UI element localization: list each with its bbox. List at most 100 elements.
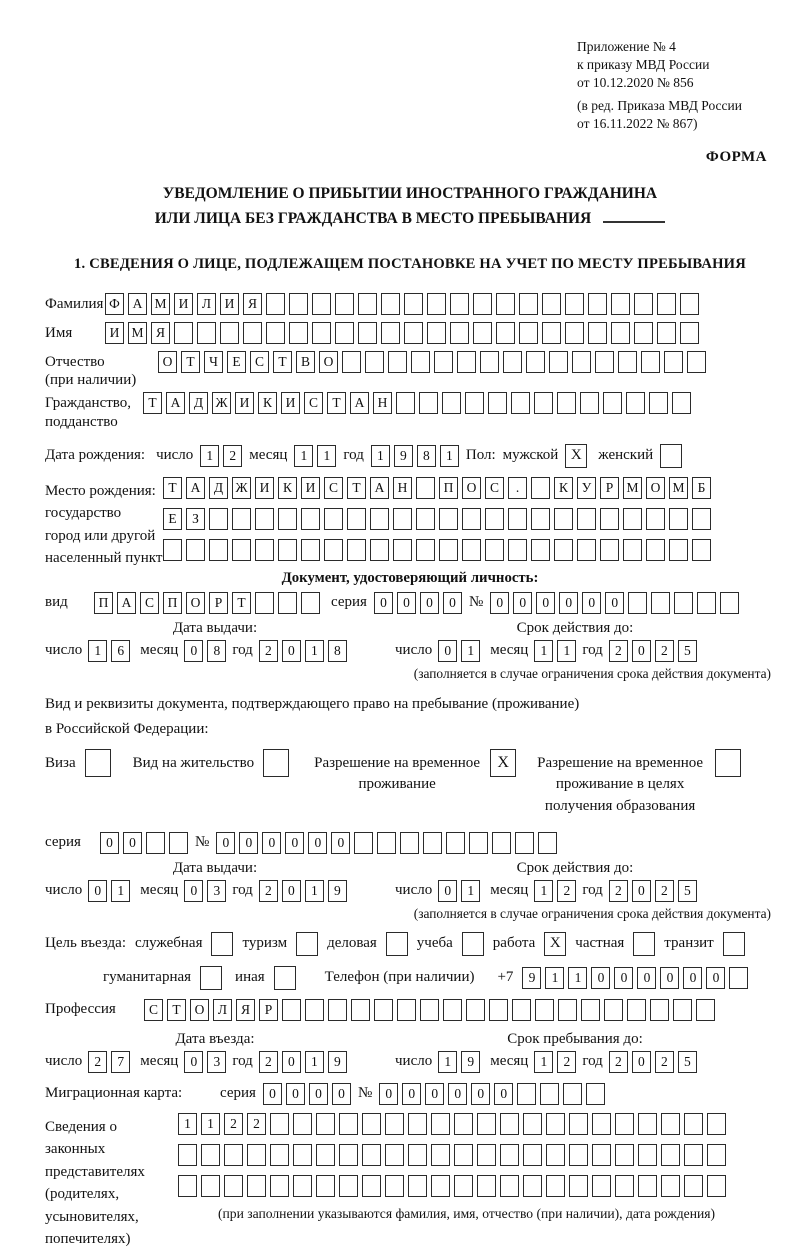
char-box[interactable]: 1 (304, 879, 324, 902)
purpose-humanitarian-checkbox[interactable] (200, 965, 223, 990)
char-box[interactable] (477, 1174, 496, 1197)
char-box[interactable] (342, 350, 361, 373)
char-box[interactable] (454, 1112, 473, 1135)
char-box[interactable]: Ф (105, 292, 124, 315)
char-box[interactable]: 0 (285, 831, 305, 854)
char-box[interactable]: Л (213, 998, 232, 1021)
char-box[interactable]: 2 (247, 1112, 266, 1135)
char-box[interactable] (523, 1174, 542, 1197)
char-box[interactable] (729, 966, 749, 989)
char-box[interactable] (255, 507, 274, 530)
option-residence-permit-checkbox[interactable] (263, 748, 290, 777)
char-box[interactable] (431, 1112, 450, 1135)
char-box[interactable] (174, 321, 193, 344)
char-box[interactable]: К (554, 476, 573, 499)
char-box[interactable]: Ж (232, 476, 251, 499)
char-box[interactable] (220, 321, 239, 344)
char-box[interactable] (146, 831, 165, 854)
char-box[interactable]: Р (600, 476, 619, 499)
char-box[interactable] (512, 998, 531, 1021)
char-box[interactable] (673, 998, 692, 1021)
char-box[interactable]: И (235, 392, 254, 415)
char-box[interactable] (618, 350, 637, 373)
char-box[interactable] (696, 998, 715, 1021)
char-box[interactable] (595, 350, 614, 373)
char-box[interactable] (623, 538, 642, 561)
char-box[interactable]: 1 (304, 639, 324, 662)
char-box[interactable] (664, 350, 683, 373)
char-box[interactable]: 0 (281, 639, 301, 662)
char-box[interactable]: 2 (654, 879, 674, 902)
char-box[interactable] (554, 538, 573, 561)
char-box[interactable] (511, 392, 530, 415)
char-box[interactable] (515, 831, 535, 854)
char-box[interactable] (247, 1174, 266, 1197)
char-box[interactable] (707, 1112, 726, 1135)
char-box[interactable] (680, 321, 699, 344)
char-box[interactable] (496, 292, 515, 315)
char-box[interactable] (347, 538, 366, 561)
char-box[interactable] (416, 476, 435, 499)
char-box[interactable] (209, 538, 228, 561)
char-box[interactable] (638, 1174, 657, 1197)
char-box[interactable]: 2 (88, 1050, 108, 1073)
char-box[interactable] (600, 507, 619, 530)
char-box[interactable] (466, 998, 485, 1021)
char-box[interactable] (684, 1112, 703, 1135)
char-box[interactable]: А (128, 292, 147, 315)
char-box[interactable]: 9 (522, 966, 542, 989)
char-box[interactable] (627, 998, 646, 1021)
char-box[interactable] (623, 507, 642, 530)
char-box[interactable] (669, 538, 688, 561)
char-box[interactable]: 5 (677, 879, 697, 902)
char-box[interactable]: 0 (308, 831, 328, 854)
char-box[interactable]: 0 (184, 639, 204, 662)
char-box[interactable] (255, 591, 274, 614)
char-box[interactable]: 1 (317, 444, 337, 467)
sex-female-checkbox[interactable] (660, 443, 683, 468)
option-temp-residence-edu-checkbox[interactable] (715, 748, 742, 777)
char-box[interactable]: 2 (557, 879, 577, 902)
char-box[interactable]: 0 (536, 591, 556, 614)
char-box[interactable]: 0 (683, 966, 703, 989)
char-box[interactable]: 8 (416, 444, 436, 467)
char-box[interactable]: Т (143, 392, 162, 415)
char-box[interactable] (542, 292, 561, 315)
char-box[interactable]: С (304, 392, 323, 415)
char-box[interactable] (646, 538, 665, 561)
char-box[interactable]: 1 (545, 966, 565, 989)
char-box[interactable] (669, 507, 688, 530)
char-box[interactable]: 0 (637, 966, 657, 989)
char-box[interactable] (680, 292, 699, 315)
char-box[interactable]: У (577, 476, 596, 499)
char-box[interactable] (411, 350, 430, 373)
char-box[interactable]: 2 (654, 639, 674, 662)
char-box[interactable] (370, 538, 389, 561)
char-box[interactable]: С (140, 591, 159, 614)
char-box[interactable]: 5 (677, 1050, 697, 1073)
representatives-input-row2[interactable] (178, 1143, 726, 1166)
char-box[interactable] (646, 507, 665, 530)
char-box[interactable] (416, 538, 435, 561)
char-box[interactable]: 0 (559, 591, 579, 614)
char-box[interactable] (416, 507, 435, 530)
char-box[interactable]: 0 (331, 831, 351, 854)
char-box[interactable]: 9 (327, 879, 347, 902)
char-box[interactable] (462, 507, 481, 530)
purpose-business-checkbox[interactable] (385, 931, 408, 956)
char-box[interactable] (328, 998, 347, 1021)
char-box[interactable] (503, 350, 522, 373)
char-box[interactable] (692, 538, 711, 561)
char-box[interactable] (365, 350, 384, 373)
char-box[interactable]: 1 (461, 639, 481, 662)
